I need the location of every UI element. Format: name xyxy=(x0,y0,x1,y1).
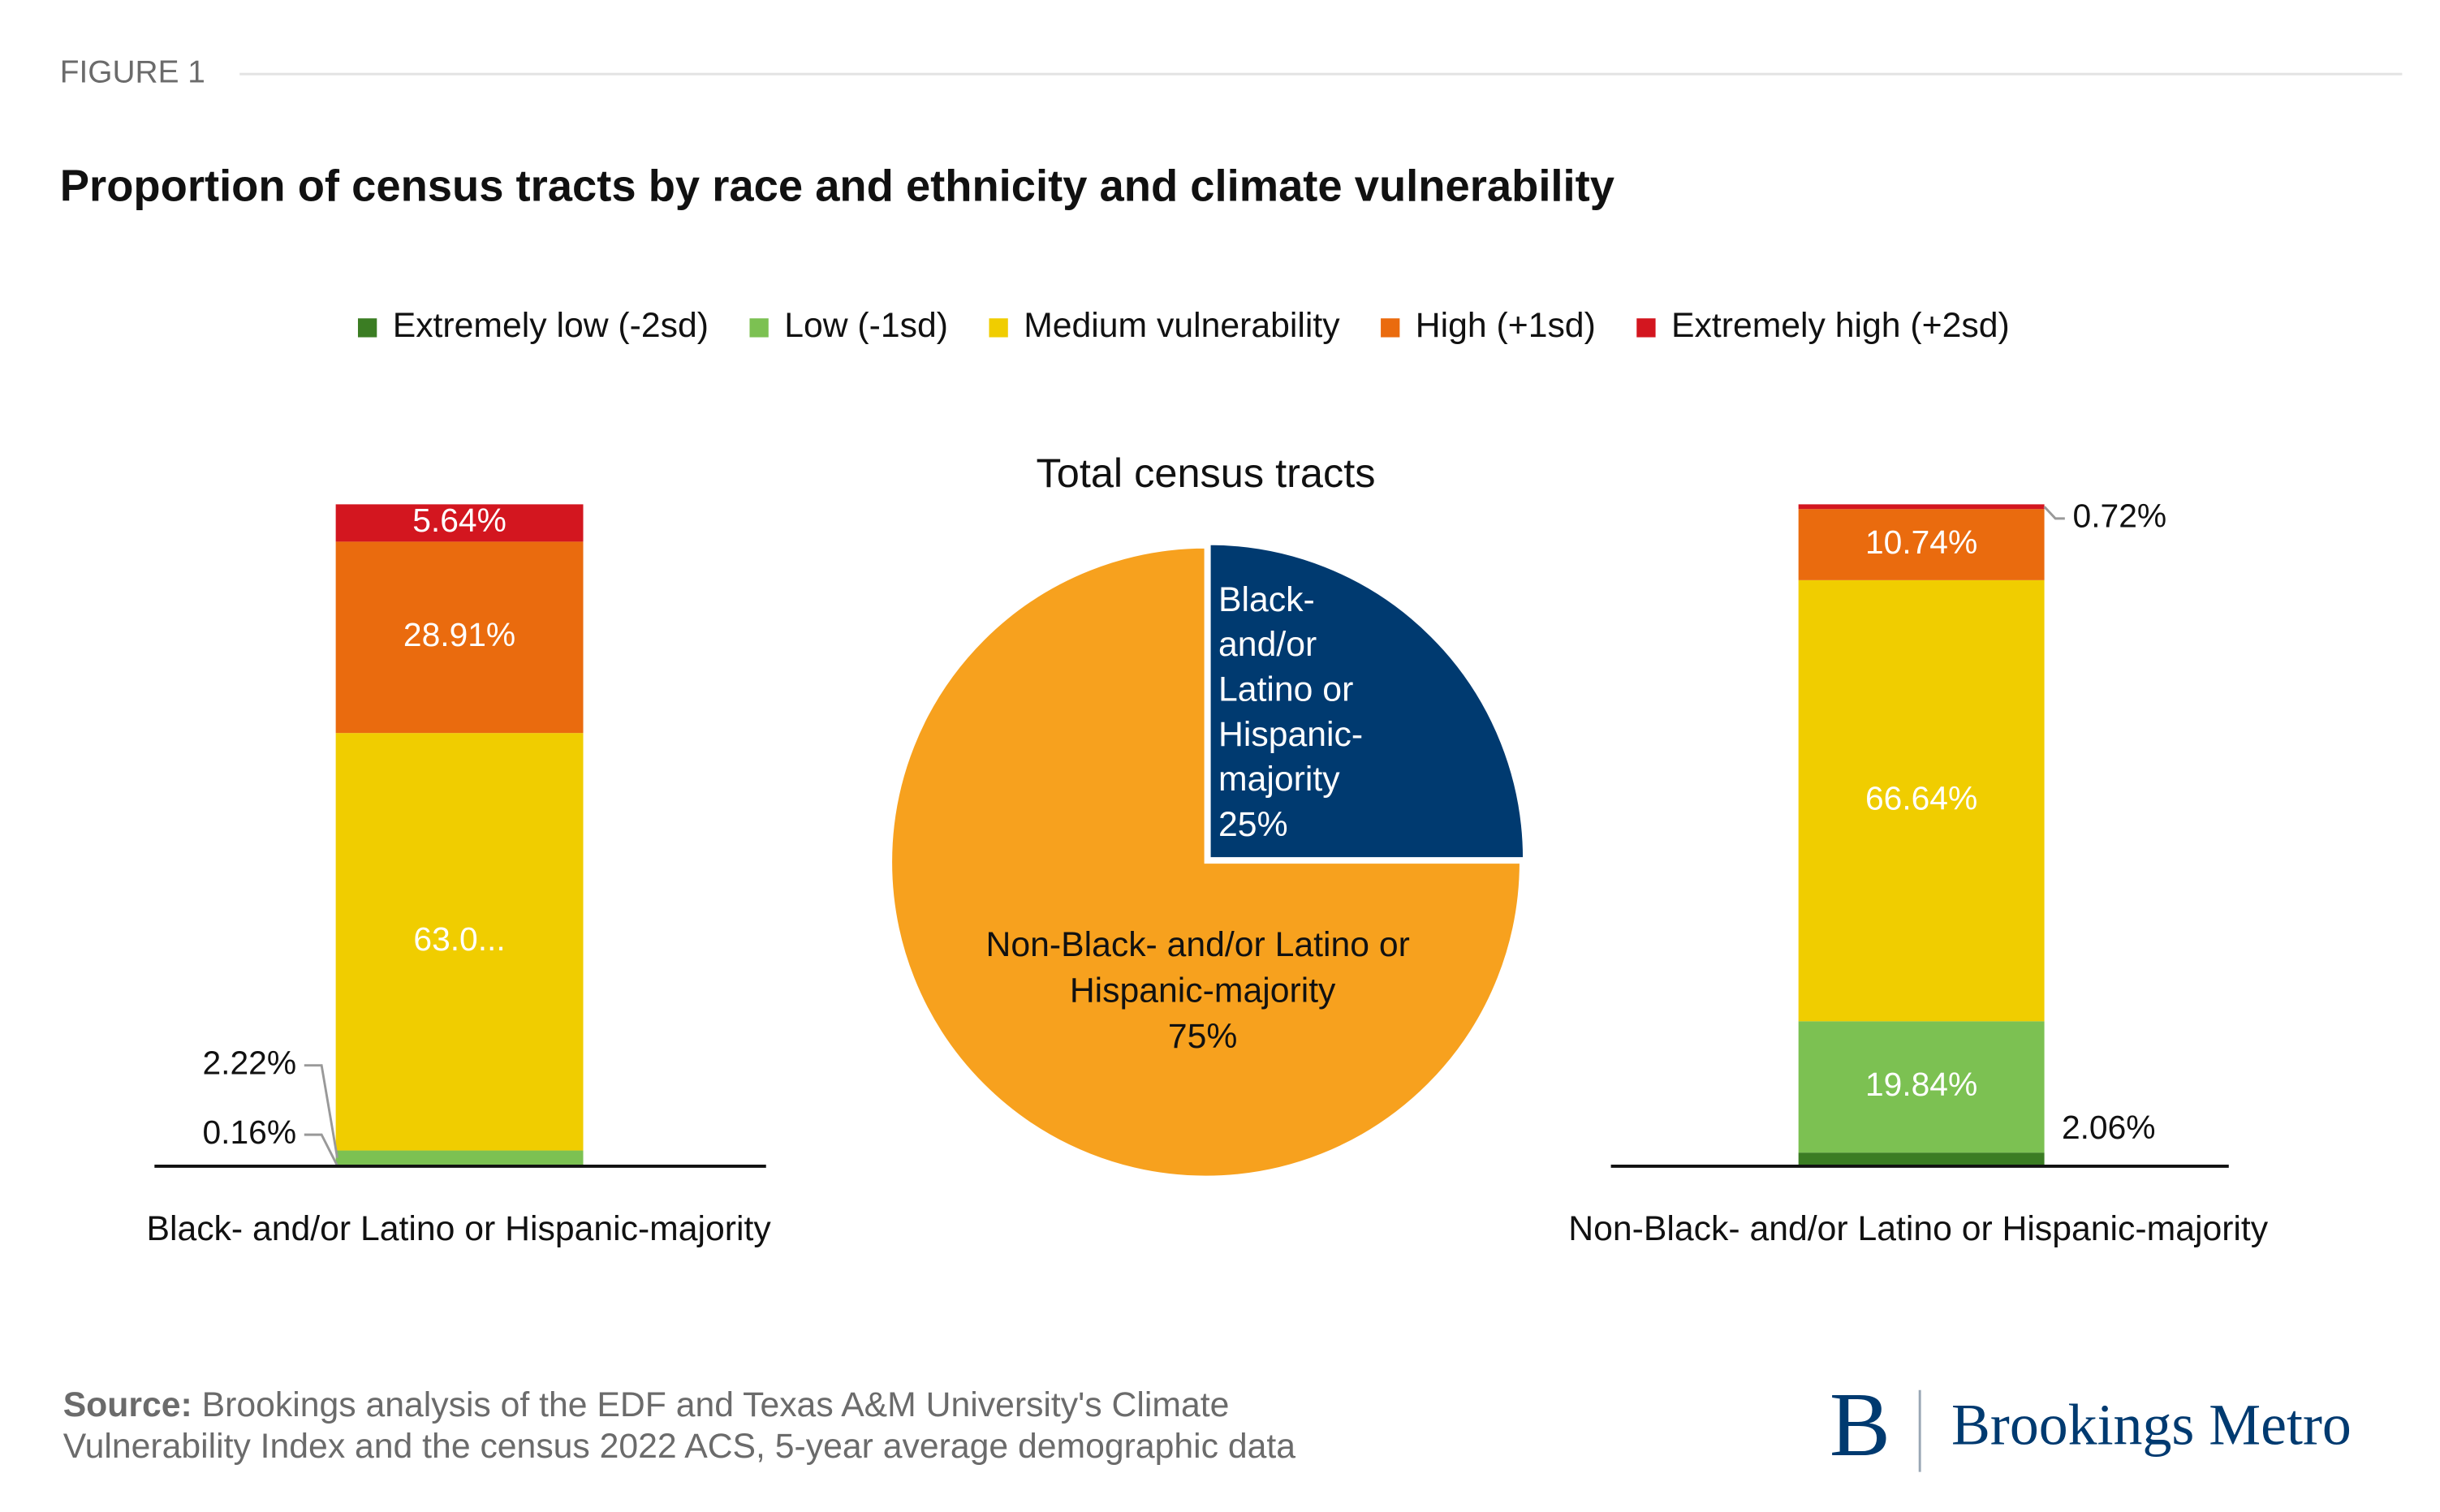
bar-segment xyxy=(1798,1152,2045,1166)
legend-swatch xyxy=(1381,318,1400,338)
legend-label: Low (-1sd) xyxy=(784,306,948,345)
value-label: 63.0... xyxy=(413,920,505,958)
logo-text: Brookings Metro xyxy=(1951,1393,2352,1458)
chart-title: Proportion of census tracts by race and … xyxy=(60,161,1614,210)
leader-line xyxy=(304,1064,339,1158)
pie-title: Total census tracts xyxy=(1037,450,1376,496)
value-label: 0.16% xyxy=(202,1114,296,1151)
legend-label: High (+1sd) xyxy=(1416,306,1596,345)
logo-mark: B xyxy=(1830,1375,1890,1475)
bar-segment xyxy=(335,541,584,734)
value-label: 28.91% xyxy=(403,616,515,653)
figure-label: FIGURE 1 xyxy=(60,55,205,90)
value-label: 66.64% xyxy=(1865,779,1977,816)
source: Source: Brookings analysis of the EDF an… xyxy=(63,1385,1230,1424)
slice-value: 25% xyxy=(1218,805,1288,844)
legend-swatch xyxy=(749,318,769,338)
legend-swatch xyxy=(1636,318,1656,338)
pie-slice xyxy=(1207,541,1526,861)
bar-segment xyxy=(335,504,584,542)
source-text: Brookings analysis of the EDF and Texas … xyxy=(202,1385,1230,1424)
leader-line xyxy=(304,1133,338,1166)
leader-line xyxy=(2043,506,2065,520)
bar-segment xyxy=(1798,579,2045,1022)
slice-label: Non-Black- and/or Latino or Hispanic-maj… xyxy=(986,925,1420,1010)
pie-slice xyxy=(889,545,1523,1179)
value-label: 19.84% xyxy=(1865,1066,1977,1103)
bar-segment xyxy=(1798,1021,2045,1153)
legend-label: Extremely low (-2sd) xyxy=(393,306,709,345)
bar-segment xyxy=(1798,504,2045,510)
legend-label: Extremely high (+2sd) xyxy=(1671,306,2010,345)
x-tick-label: Non-Black- and/or Latino or Hispanic-maj… xyxy=(1568,1209,2268,1248)
slice-value: 75% xyxy=(1168,1017,1238,1056)
legend-label: Medium vulnerability xyxy=(1024,306,1340,345)
value-label: 10.74% xyxy=(1865,523,1977,561)
legend-swatch xyxy=(357,318,377,338)
value-label: 0.72% xyxy=(2073,498,2167,535)
bar-segment xyxy=(335,733,584,1151)
value-label: 2.06% xyxy=(2062,1109,2156,1146)
legend-swatch xyxy=(989,318,1008,338)
legend: Extremely low (-2sd) Low (-1sd) Medium vul… xyxy=(357,306,2010,345)
source-label: Source: xyxy=(63,1385,192,1424)
source-text: Vulnerability Index and the census 2022 … xyxy=(63,1427,1296,1466)
bar-segment xyxy=(1798,509,2045,580)
x-tick-label: Black- and/or Latino or Hispanic-majorit… xyxy=(146,1209,771,1248)
value-label: 5.64% xyxy=(412,502,507,539)
slice-label: Black- and/or Latino or Hispanic- majori… xyxy=(1218,580,1373,799)
value-label: 2.22% xyxy=(202,1044,296,1081)
bar-segment xyxy=(335,1150,584,1165)
